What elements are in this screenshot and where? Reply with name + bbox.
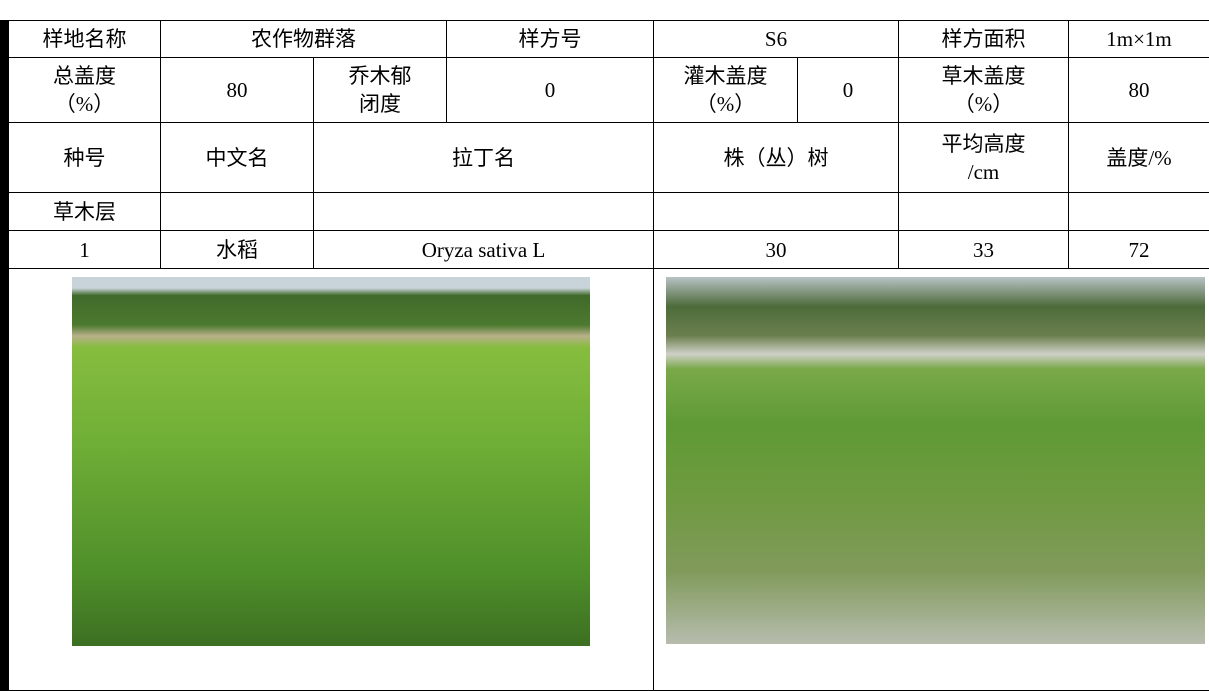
cell: 平均高度 /cm: [898, 122, 1069, 193]
cell: 0: [797, 57, 899, 123]
cell: 水稻: [160, 230, 314, 269]
photo-cell: [653, 268, 1209, 691]
cell: 种号: [8, 122, 161, 193]
cell: 33: [898, 230, 1069, 269]
cell: Oryza sativa L: [313, 230, 654, 269]
photo-rice-field: [72, 277, 590, 646]
cell: 样地名称: [8, 20, 161, 58]
cell: 乔木郁 闭度: [313, 57, 447, 123]
empty-cell: [653, 192, 899, 231]
cell: 农作物群落: [160, 20, 447, 58]
cell: 盖度/%: [1068, 122, 1209, 193]
photo-field-edge: [666, 277, 1205, 644]
cell: 灌木盖度 （%）: [653, 57, 798, 123]
cell: 1m×1m: [1068, 20, 1209, 58]
empty-cell: [160, 192, 314, 231]
empty-cell: [1068, 192, 1209, 231]
cell: 总盖度 （%）: [8, 57, 161, 123]
cell: 30: [653, 230, 899, 269]
cell: 中文名: [160, 122, 314, 193]
cell: 80: [1068, 57, 1209, 123]
cell: 0: [446, 57, 654, 123]
cell: 1: [8, 230, 161, 269]
empty-cell: [313, 192, 654, 231]
document: 样地名称 农作物群落 样方号 S6 样方面积 1m×1m 总盖度 （%） 80 …: [0, 20, 1209, 691]
cell: 草木盖度 （%）: [898, 57, 1069, 123]
cell: 样方号: [446, 20, 654, 58]
cell: 草木层: [8, 192, 161, 231]
empty-cell: [898, 192, 1069, 231]
cell: 72: [1068, 230, 1209, 269]
cell: S6: [653, 20, 899, 58]
survey-table: 样地名称 农作物群落 样方号 S6 样方面积 1m×1m 总盖度 （%） 80 …: [8, 20, 1209, 691]
cell: 80: [160, 57, 314, 123]
cell: 样方面积: [898, 20, 1069, 58]
photo-cell: [8, 268, 654, 691]
cell: 拉丁名: [313, 122, 654, 193]
cell: 株（丛）树: [653, 122, 899, 193]
